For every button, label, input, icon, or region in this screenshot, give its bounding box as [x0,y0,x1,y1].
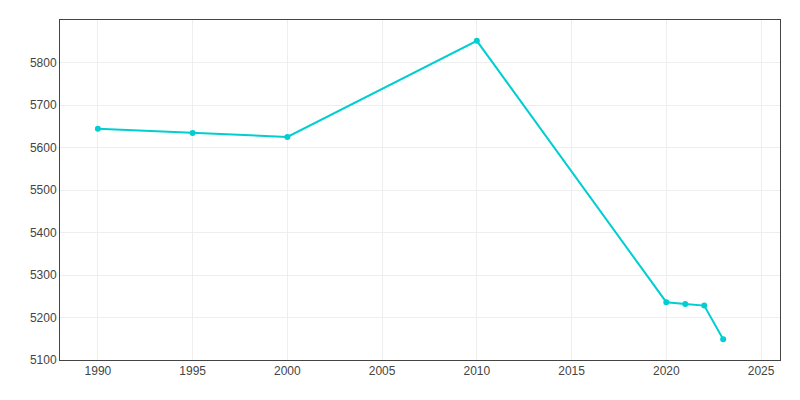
svg-text:2020: 2020 [653,364,680,378]
svg-text:5400: 5400 [30,226,57,240]
svg-text:2025: 2025 [748,364,775,378]
svg-text:5800: 5800 [30,56,57,70]
svg-text:5600: 5600 [30,141,57,155]
svg-text:5300: 5300 [30,268,57,282]
svg-text:5500: 5500 [30,183,57,197]
svg-text:5700: 5700 [30,98,57,112]
svg-text:2005: 2005 [369,364,396,378]
svg-text:2000: 2000 [274,364,301,378]
svg-text:5200: 5200 [30,311,57,325]
svg-text:1990: 1990 [85,364,112,378]
svg-text:2015: 2015 [558,364,585,378]
svg-text:2010: 2010 [463,364,490,378]
svg-text:5100: 5100 [30,353,57,367]
svg-text:1995: 1995 [179,364,206,378]
